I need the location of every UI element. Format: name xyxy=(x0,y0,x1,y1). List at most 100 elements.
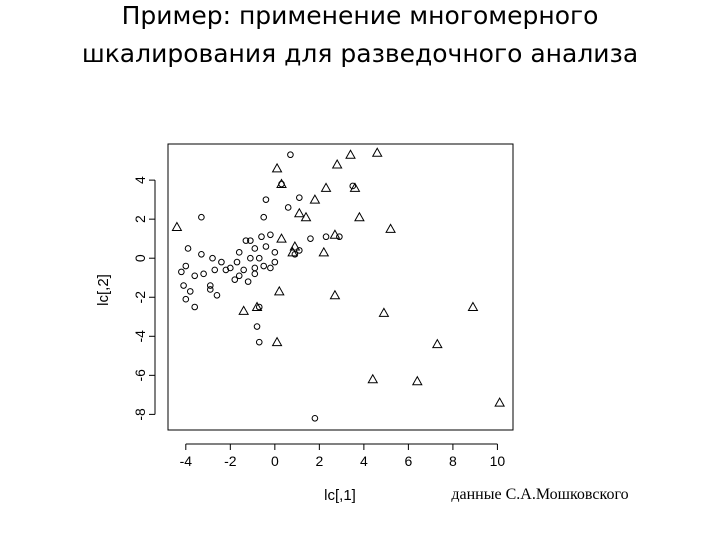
point xyxy=(293,207,305,218)
point xyxy=(242,237,250,244)
point xyxy=(182,262,190,270)
point xyxy=(198,213,205,221)
point xyxy=(222,266,230,274)
point xyxy=(271,336,283,347)
point xyxy=(271,249,279,256)
point xyxy=(178,268,185,276)
point xyxy=(211,266,219,274)
point xyxy=(271,258,279,266)
point xyxy=(271,162,283,173)
point xyxy=(247,254,254,262)
point xyxy=(284,204,292,211)
point xyxy=(262,196,270,203)
point xyxy=(206,282,214,289)
point xyxy=(385,223,396,233)
point xyxy=(260,262,268,270)
point xyxy=(371,147,383,157)
point xyxy=(213,291,221,299)
source-note: данные С.А.Мошковского xyxy=(451,486,628,503)
point xyxy=(307,235,314,242)
x-tick-label: 2 xyxy=(315,453,323,469)
x-tick-label: 0 xyxy=(271,453,279,469)
point xyxy=(329,289,341,300)
x-tick-label: -2 xyxy=(224,453,237,469)
point xyxy=(251,270,259,278)
title-line: Пример: применение многомерного xyxy=(122,1,599,30)
point xyxy=(209,254,216,262)
point xyxy=(191,272,199,280)
point xyxy=(367,373,379,384)
x-axis-label: lc[,1] xyxy=(324,487,356,504)
point xyxy=(267,231,274,239)
point xyxy=(349,182,361,192)
point xyxy=(378,307,390,317)
y-tick-label: -4 xyxy=(132,330,148,343)
point xyxy=(186,288,194,295)
point xyxy=(411,375,423,386)
y-tick-label: 0 xyxy=(132,254,148,262)
point xyxy=(251,301,263,312)
x-tick-label: 10 xyxy=(490,453,506,469)
point xyxy=(345,149,356,159)
point xyxy=(320,182,332,192)
point xyxy=(262,243,270,250)
point xyxy=(329,229,341,239)
y-tick-label: -8 xyxy=(132,408,148,421)
point xyxy=(238,305,250,315)
point xyxy=(255,338,263,346)
point xyxy=(331,158,343,169)
point xyxy=(255,303,263,311)
point xyxy=(182,295,190,303)
point xyxy=(287,246,299,257)
point xyxy=(231,276,239,283)
point xyxy=(354,211,365,222)
point xyxy=(255,254,263,262)
point xyxy=(296,194,303,201)
point xyxy=(336,233,343,241)
y-tick-label: 4 xyxy=(132,176,148,184)
point xyxy=(200,270,207,278)
point xyxy=(180,282,187,289)
point xyxy=(318,246,330,257)
point xyxy=(233,258,241,266)
point xyxy=(267,264,274,272)
point xyxy=(494,397,506,407)
point xyxy=(289,240,301,251)
point xyxy=(218,258,225,266)
plot-frame xyxy=(167,143,514,431)
point xyxy=(253,323,261,330)
point xyxy=(309,194,321,204)
point xyxy=(431,338,443,349)
point xyxy=(240,266,247,274)
y-tick-label: -2 xyxy=(132,291,148,304)
x-tick-label: 4 xyxy=(360,453,368,469)
point xyxy=(322,233,330,241)
point xyxy=(258,233,265,241)
point xyxy=(251,245,259,252)
point xyxy=(171,221,183,231)
point xyxy=(467,301,479,312)
y-axis-label: lc[,2] xyxy=(95,274,112,306)
point xyxy=(300,211,312,222)
point xyxy=(235,249,243,256)
y-tick-label: 2 xyxy=(132,215,148,223)
point xyxy=(198,251,205,258)
point xyxy=(349,182,357,190)
point xyxy=(276,178,287,189)
point xyxy=(244,278,252,285)
title-line: шкалирования для разведочного анализа xyxy=(82,39,638,68)
x-tick-label: 6 xyxy=(404,453,412,469)
x-tick-label: -4 xyxy=(180,453,193,469)
point xyxy=(184,245,192,252)
point xyxy=(251,264,259,272)
point xyxy=(260,213,268,221)
point xyxy=(206,286,214,293)
point xyxy=(247,237,254,244)
point xyxy=(235,272,243,280)
y-tick-label: -6 xyxy=(132,369,148,382)
point xyxy=(287,151,294,159)
point xyxy=(191,303,199,311)
point xyxy=(311,414,319,422)
